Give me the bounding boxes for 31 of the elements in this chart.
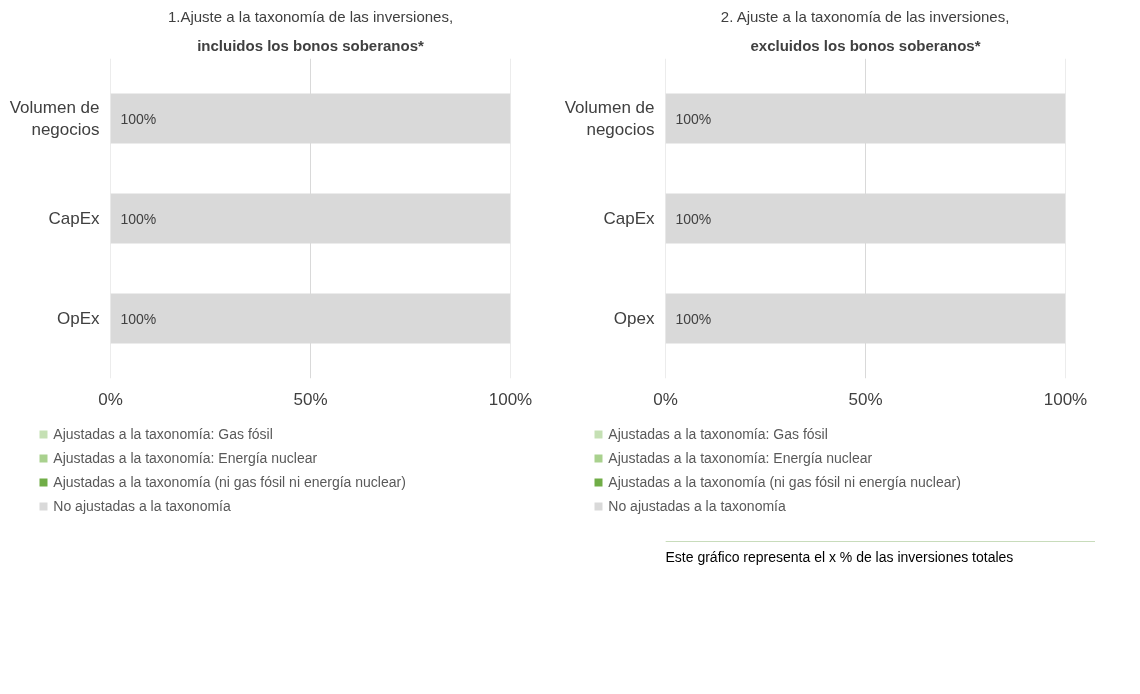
x-tick-label: 0%: [98, 389, 123, 409]
y-tick-label: OpEx: [56, 309, 100, 328]
x-tick-label: 50%: [293, 389, 328, 409]
data-label: 100%: [675, 110, 712, 127]
x-tick-label: 0%: [653, 389, 678, 409]
y-tick-label: Volumen de negocios: [564, 97, 655, 140]
x-tick-label: 50%: [848, 389, 883, 409]
chart-subtitle: incluidos los bonos soberanos*: [197, 36, 425, 54]
legend-label: No ajustadas a la taxonomía: [608, 498, 786, 514]
legend-label: Ajustadas a la taxonomía (ni gas fósil ni energía nuclear): [608, 474, 961, 490]
y-tick-label: Opex: [613, 309, 655, 328]
data-label: 100%: [120, 210, 157, 227]
y-tick-label: Volumen de negocios: [9, 97, 100, 140]
data-label: 100%: [120, 110, 157, 127]
legend-label: Ajustadas a la taxonomía: Gas fósil: [608, 426, 828, 442]
x-tick-label: 100%: [488, 389, 533, 409]
y-tick-label: CapEx: [48, 209, 100, 228]
chart-subtitle: excluidos los bonos soberanos*: [750, 36, 981, 54]
x-tick-label: 100%: [1043, 389, 1088, 409]
y-tick-label: CapEx: [603, 209, 655, 228]
text: Este gráfico representa el x % de las inversiones totales: [665, 548, 1014, 565]
data-label: 100%: [120, 310, 157, 327]
chart-title: 2. Ajuste a la taxonomía de las inversiones,: [720, 7, 1010, 25]
legend-label: Ajustadas a la taxonomía: Gas fósil: [53, 426, 273, 442]
legend-label: Ajustadas a la taxonomía (ni gas fósil ni energía nuclear): [53, 474, 406, 490]
chart-title: 1.Ajuste a la taxonomía de las inversiones,: [167, 7, 454, 25]
legend-label: Ajustadas a la taxonomía: Energía nuclear: [608, 450, 873, 466]
legend-label: Ajustadas a la taxonomía: Energía nuclear: [53, 450, 318, 466]
data-label: 100%: [675, 310, 712, 327]
legend-label: No ajustadas a la taxonomía: [53, 498, 231, 514]
data-label: 100%: [675, 210, 712, 227]
